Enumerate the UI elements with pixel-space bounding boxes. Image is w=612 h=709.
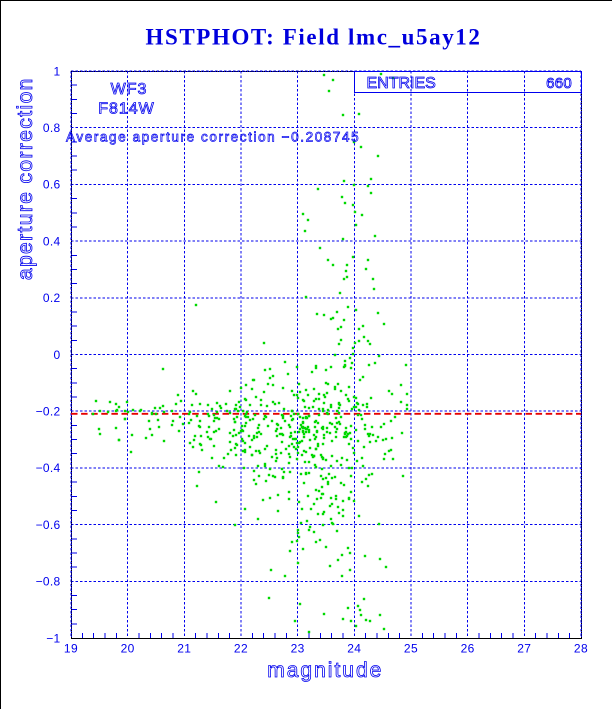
svg-text:0.6: 0.6 bbox=[43, 178, 61, 192]
svg-text:magnitude: magnitude bbox=[267, 659, 383, 682]
svg-text:27: 27 bbox=[517, 642, 531, 656]
svg-text:F814W: F814W bbox=[98, 101, 155, 118]
svg-text:0.8: 0.8 bbox=[43, 121, 61, 135]
svg-text:−0.4: −0.4 bbox=[36, 461, 61, 475]
svg-text:26: 26 bbox=[461, 642, 475, 656]
svg-text:−0.8: −0.8 bbox=[36, 575, 61, 589]
svg-text:1: 1 bbox=[54, 64, 61, 78]
svg-text:−0.2: −0.2 bbox=[36, 405, 61, 419]
svg-text:ENTRIES: ENTRIES bbox=[367, 75, 436, 92]
svg-text:0.2: 0.2 bbox=[43, 291, 61, 305]
svg-text:22: 22 bbox=[234, 642, 248, 656]
svg-text:−0.6: −0.6 bbox=[36, 518, 61, 532]
svg-text:20: 20 bbox=[121, 642, 135, 656]
svg-text:28: 28 bbox=[574, 642, 588, 656]
svg-text:Average aperture correction −0: Average aperture correction −0.208745 bbox=[66, 130, 360, 145]
svg-text:24: 24 bbox=[347, 642, 361, 656]
svg-text:0.4: 0.4 bbox=[43, 234, 61, 248]
svg-text:aperture correction: aperture correction bbox=[14, 77, 37, 280]
svg-text:21: 21 bbox=[177, 642, 191, 656]
svg-text:660: 660 bbox=[546, 75, 572, 92]
svg-text:25: 25 bbox=[404, 642, 418, 656]
svg-text:WF3: WF3 bbox=[111, 81, 148, 98]
svg-text:0: 0 bbox=[54, 348, 61, 362]
svg-text:HSTPHOT: Field lmc_u5ay12: HSTPHOT: Field lmc_u5ay12 bbox=[145, 25, 481, 50]
svg-text:23: 23 bbox=[291, 642, 305, 656]
svg-text:19: 19 bbox=[64, 642, 78, 656]
svg-text:−1: −1 bbox=[46, 631, 60, 645]
